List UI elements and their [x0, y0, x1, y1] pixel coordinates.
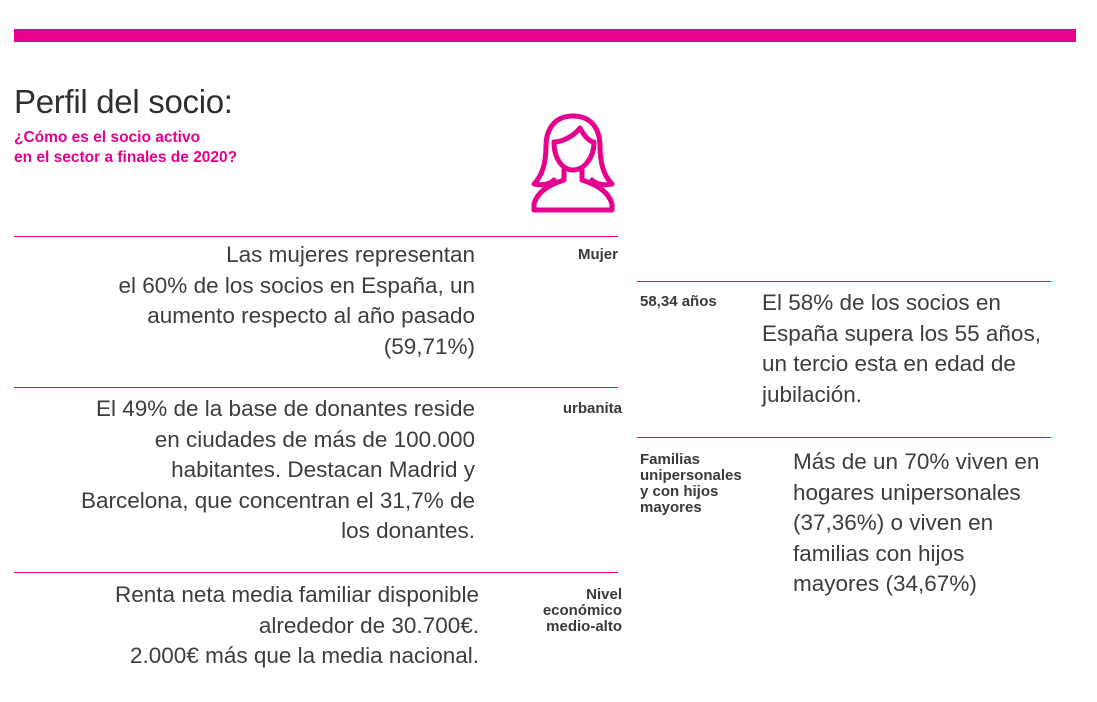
label-line: Nivel: [586, 586, 622, 603]
text-line: El 58% de los socios en: [762, 290, 1001, 315]
section-edad-label: 58,34 años: [640, 293, 717, 310]
text-line: Las mujeres representan: [226, 242, 475, 267]
text-line: jubilación.: [762, 381, 863, 407]
text-line: El 49% de la base de donantes reside: [95, 396, 475, 421]
text-line: (37,36%) o viven en: [793, 510, 994, 535]
text-line: familias con hijos: [793, 540, 965, 566]
text-line: España supera los 55 años,: [762, 320, 1041, 346]
text-line: Más de un 70% viven en: [793, 449, 1040, 474]
text-line: Renta neta media familiar disponible: [115, 582, 479, 607]
section-edad-text: El 58% de los socios en España supera lo…: [762, 288, 1082, 410]
label-line: unipersonales: [640, 467, 742, 484]
section-urbanita-label: urbanita: [562, 400, 622, 417]
label-line: económico: [542, 602, 622, 619]
text-line: 2.000€ más que la media nacional.: [130, 643, 479, 668]
divider: [637, 281, 1051, 282]
divider: [637, 437, 1051, 438]
text-line: hogares unipersonales: [793, 479, 1021, 505]
label-line: Familias: [640, 451, 701, 468]
subtitle-line: en el sector a finales de 2020?: [14, 149, 238, 166]
text-line: mayores (34,67%): [793, 571, 977, 596]
divider: [14, 236, 618, 237]
text-line: habitantes. Destacan Madrid y: [171, 457, 475, 482]
text-line: alrededor de 30.700€.: [258, 612, 479, 638]
page-title: Perfil del socio:: [14, 83, 233, 120]
section-mujer-text: Las mujeres representan el 60% de los so…: [14, 240, 475, 362]
section-familias-label: Familias unipersonales y con hijos mayor…: [640, 452, 790, 516]
divider: [14, 572, 618, 573]
text-line: los donantes.: [341, 518, 475, 543]
divider: [14, 387, 618, 388]
top-accent-bar: [14, 29, 1076, 42]
section-urbanita-text: El 49% de la base de donantes reside en …: [14, 394, 475, 547]
text-line: aumento respecto al año pasado: [147, 303, 475, 328]
text-line: un tercio esta en edad de: [762, 351, 1016, 376]
text-line: (59,71%): [383, 333, 475, 359]
section-mujer-label: Mujer: [577, 246, 618, 263]
text-line: el 60% de los socios en España, un: [118, 272, 475, 298]
label-line: mayores: [640, 499, 702, 516]
section-familias-text: Más de un 70% viven en hogares uniperson…: [793, 447, 1093, 600]
label-line: y con hijos: [640, 483, 719, 500]
text-line: Barcelona, que concentran el 31,7% de: [80, 487, 475, 513]
section-nivel-text: Renta neta media familiar disponible alr…: [14, 580, 479, 672]
section-nivel-label: Nivel económico medio-alto: [500, 587, 622, 635]
page-subtitle: ¿Cómo es el socio activo en el sector a …: [14, 128, 334, 168]
subtitle-line: ¿Cómo es el socio activo: [14, 129, 201, 146]
label-line: medio-alto: [546, 618, 622, 635]
text-line: en ciudades de más de 100.000: [154, 426, 475, 452]
woman-profile-icon: [531, 113, 615, 213]
